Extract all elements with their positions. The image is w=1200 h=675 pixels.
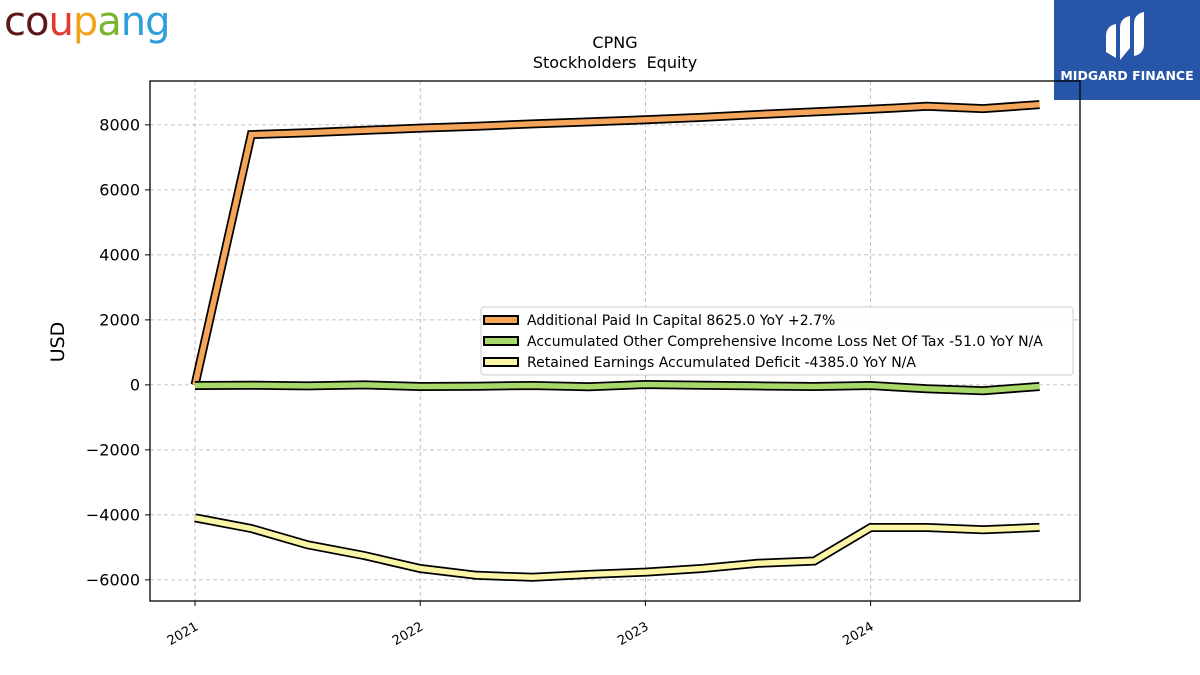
legend-entry: Accumulated Other Comprehensive Income L…	[527, 334, 1043, 350]
midgard-logo-mark-icon	[1106, 12, 1144, 60]
x-tick-label: 2021	[165, 619, 201, 649]
series-line	[192, 101, 1040, 386]
chart-subtitle: Stockholders Equity	[533, 53, 697, 72]
midgard-finance-logo: MIDGARD FINANCE	[1054, 0, 1200, 100]
logo-letter: n	[120, 0, 146, 45]
logo-letter: c	[4, 0, 26, 45]
y-axis-label: USD	[47, 322, 69, 363]
legend: Additional Paid In Capital 8625.0 YoY +2…	[480, 306, 1074, 376]
y-tick-label: 0	[130, 375, 140, 394]
x-tick-label: 2023	[615, 619, 651, 649]
y-axis: −6000 −4000 −2000 0 2000 4000 6000 8000	[86, 115, 150, 589]
legend-swatch	[483, 357, 519, 367]
logo-letter: a	[97, 0, 121, 45]
coupang-logo: coupang	[4, 0, 171, 45]
midgard-finance-text: MIDGARD FINANCE	[1060, 68, 1194, 83]
legend-box	[480, 306, 1074, 376]
legend-swatch	[483, 315, 519, 325]
x-tick-label: 2024	[840, 619, 876, 649]
series-line	[194, 381, 1040, 394]
logo-letter: u	[48, 0, 73, 45]
x-axis: 2021 2022 2023 2024	[165, 601, 877, 649]
y-tick-label: −6000	[86, 570, 140, 589]
series-layer	[190, 100, 1040, 582]
y-tick-label: −4000	[86, 505, 140, 524]
legend-swatch	[483, 336, 519, 346]
legend-entry: Retained Earnings Accumulated Deficit -4…	[527, 355, 916, 371]
y-tick-label: 4000	[99, 245, 140, 264]
y-tick-label: 6000	[99, 180, 140, 199]
x-tick-label: 2022	[390, 619, 426, 649]
legend-entry: Additional Paid In Capital 8625.0 YoY +2…	[527, 313, 835, 329]
y-tick-label: 2000	[99, 310, 140, 329]
y-tick-label: 8000	[99, 115, 140, 134]
logo-letter: g	[145, 0, 170, 45]
series-line	[194, 515, 1040, 581]
logo-letter: o	[25, 0, 50, 45]
logo-letter: p	[72, 0, 98, 45]
y-tick-label: −2000	[86, 440, 140, 459]
plot-frame	[149, 80, 1081, 602]
chart-title: CPNG	[592, 33, 637, 52]
